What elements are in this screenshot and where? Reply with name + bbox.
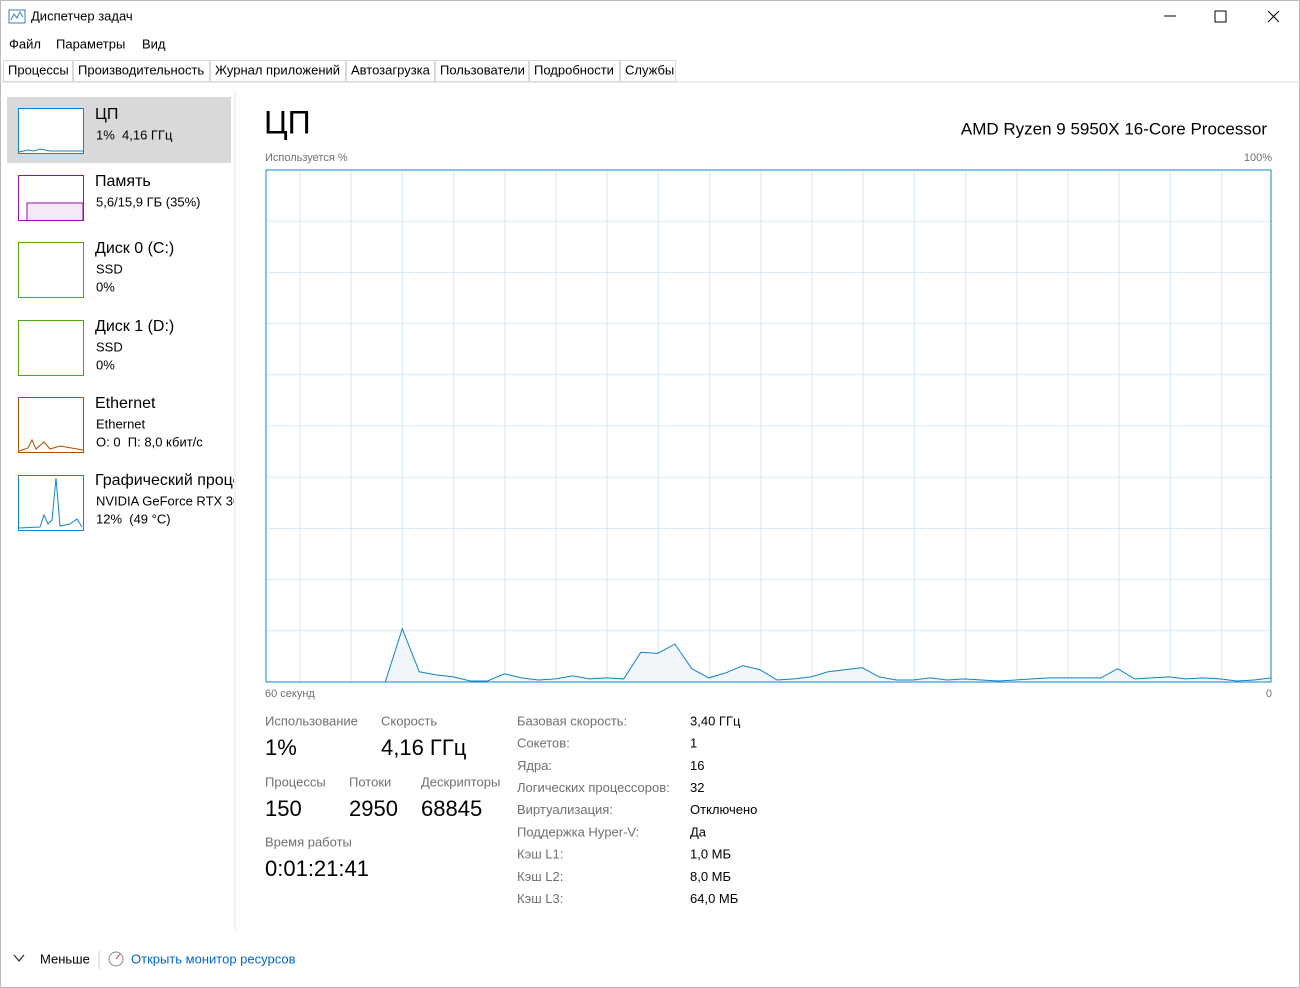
thumbnail[interactable]	[18, 320, 84, 376]
item-detail[interactable]: 0%	[96, 357, 115, 372]
menu-item[interactable]: Файл	[9, 36, 41, 51]
item-name[interactable]: Ethernet	[95, 395, 156, 412]
tab-bar: Процессы Производительность Журнал приложе…	[3, 60, 676, 82]
close-button[interactable]	[1267, 10, 1280, 23]
detail-value: 16	[690, 758, 704, 773]
item-detail[interactable]: Ethernet	[96, 416, 146, 431]
tab-label[interactable]: Подробности	[534, 62, 614, 77]
detail-label: Логических процессоров:	[517, 780, 670, 795]
details: Базовая скорость: 3,40 ГГц Сокетов: 1 Ядра: 1…	[517, 713, 757, 906]
item-detail[interactable]: NVIDIA GeForce RTX 30	[96, 493, 240, 508]
item-detail[interactable]: SSD	[96, 339, 123, 354]
stat-label: Время работы	[265, 834, 352, 849]
detail-label: Кэш L2:	[517, 869, 563, 884]
less-chevron[interactable]	[13, 954, 25, 963]
tab-label[interactable]: Процессы	[8, 62, 69, 77]
thumbnail-line	[18, 148, 83, 153]
tab-label[interactable]: Службы	[625, 62, 674, 77]
thumbnail[interactable]	[18, 475, 84, 531]
detail-value: 64,0 МБ	[690, 891, 738, 906]
item-detail[interactable]: 12% (49 °C)	[96, 511, 171, 526]
detail-value: 1,0 МБ	[690, 847, 731, 862]
cpu-line	[266, 627, 1272, 683]
item-name[interactable]: Диск 1 (D:)	[95, 318, 174, 335]
tab-label[interactable]: Производительность	[78, 62, 204, 77]
tab-label[interactable]: Журнал приложений	[215, 62, 340, 77]
detail-label: Кэш L3:	[517, 891, 563, 906]
stat-value: 150	[265, 796, 302, 821]
thumbnail-line	[18, 438, 84, 452]
stat-value: 4,16 ГГц	[381, 735, 467, 760]
detail-value: 8,0 МБ	[690, 869, 731, 884]
item-name[interactable]: Память	[95, 173, 151, 190]
window-title: Диспетчер задач	[31, 8, 133, 23]
sidebar: ЦП 1% 4,16 ГГц Память 5,6/15,9 ГБ (35%) Диск…	[18, 106, 276, 531]
stat-value: 68845	[421, 796, 482, 821]
thumbnail[interactable]	[18, 397, 84, 453]
item-name[interactable]: ЦП	[95, 106, 118, 123]
thumbnail[interactable]	[18, 108, 84, 154]
detail-label: Базовая скорость:	[517, 713, 627, 728]
detail-value: 32	[690, 780, 704, 795]
y-label: Используется %	[265, 152, 348, 164]
item-detail[interactable]: 1% 4,16 ГГц	[96, 127, 173, 142]
tab-label[interactable]: Пользователи	[440, 62, 525, 77]
item-detail[interactable]: SSD	[96, 261, 123, 276]
detail-label: Сокетов:	[517, 736, 570, 751]
menu-item[interactable]: Параметры	[56, 36, 125, 51]
detail-label: Виртуализация:	[517, 802, 613, 817]
thumbnail-line	[18, 477, 83, 529]
item-detail[interactable]: 0%	[96, 279, 115, 294]
detail-value: Да	[690, 824, 707, 839]
detail-label: Ядра:	[517, 758, 552, 773]
stat-value: 2950	[349, 796, 398, 821]
detail-value: 3,40 ГГц	[690, 713, 741, 728]
item-detail[interactable]: О: 0 П: 8,0 кбит/с	[96, 434, 203, 449]
less-button[interactable]: Меньше	[40, 951, 90, 966]
thumbnail[interactable]	[18, 242, 84, 298]
resmon-icon	[108, 951, 124, 967]
detail-value: Отключено	[690, 802, 757, 817]
cpu-graph: 100%	[265, 152, 1272, 683]
stat-value: 1%	[265, 735, 297, 760]
resmon-link[interactable]: Открыть монитор ресурсов	[131, 951, 296, 966]
stat-label: Процессы	[265, 774, 326, 789]
stats: Использование 1% Скорость 4,16 ГГц Процессы 1…	[265, 713, 500, 880]
stat-label: Скорость	[381, 713, 437, 728]
thumbnail-fill	[26, 202, 84, 221]
menu-bar: Файл Параметры Вид	[9, 36, 166, 51]
stat-label: Дескрипторы	[421, 774, 500, 789]
detail-label: Кэш L1:	[517, 847, 563, 862]
graph-border	[265, 169, 1272, 683]
item-detail[interactable]: 5,6/15,9 ГБ (35%)	[96, 194, 200, 209]
app-icon	[8, 9, 26, 24]
x-end-label: 0	[1266, 688, 1272, 700]
y-tick-label: 100%	[1244, 152, 1272, 164]
x-start-label: 60 секунд	[265, 688, 315, 700]
stat-label: Потоки	[349, 774, 391, 789]
maximize-button[interactable]	[1214, 10, 1227, 23]
main-title: ЦП	[264, 104, 311, 140]
stat-value: 0:01:21:41	[265, 856, 369, 881]
processor-name: AMD Ryzen 9 5950X 16-Core Processor	[961, 119, 1267, 138]
item-name[interactable]: Диск 0 (C:)	[95, 240, 174, 257]
detail-label: Поддержка Hyper-V:	[517, 824, 639, 839]
menu-item[interactable]: Вид	[142, 36, 166, 51]
item-name[interactable]: Графический процессор	[95, 472, 276, 489]
stat-label: Использование	[265, 713, 358, 728]
detail-value: 1	[690, 736, 697, 751]
tab-label[interactable]: Автозагрузка	[351, 62, 431, 77]
